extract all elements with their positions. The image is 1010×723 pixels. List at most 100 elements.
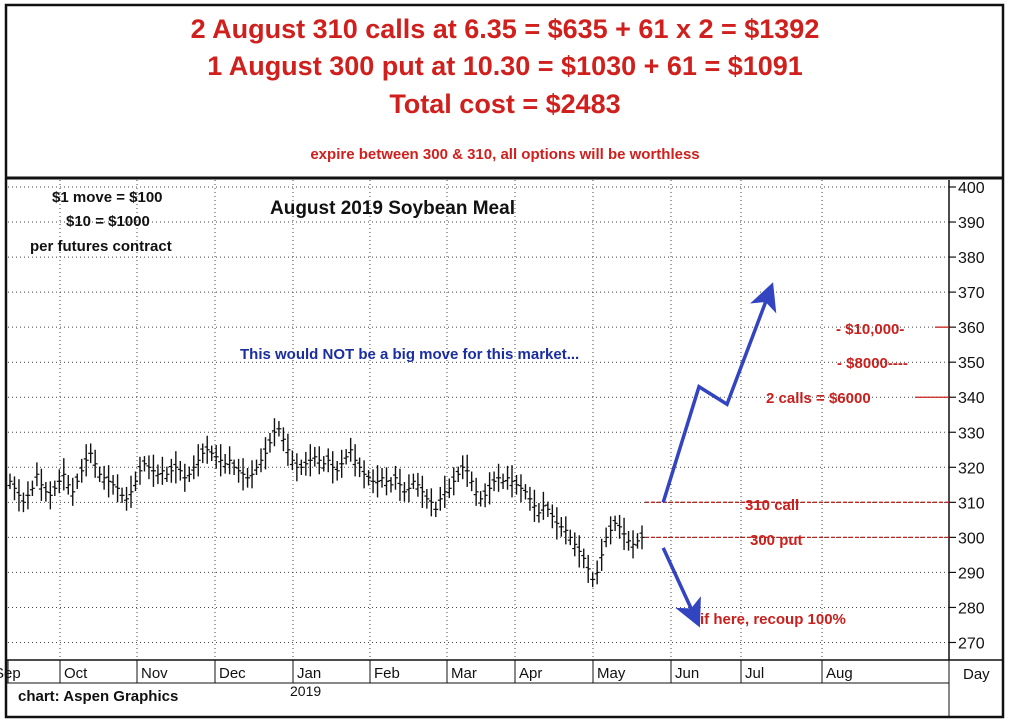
price-bar — [97, 466, 103, 483]
price-bar — [639, 525, 645, 550]
price-bar — [379, 468, 385, 488]
price-bar — [25, 481, 31, 510]
price-bar — [146, 455, 152, 480]
price-bar — [56, 469, 62, 494]
price-bar — [43, 482, 49, 502]
annotation-8000: - $8000---- — [837, 355, 908, 372]
price-bar — [513, 475, 519, 495]
price-bar — [249, 460, 255, 489]
price-bar — [222, 453, 228, 474]
price-bar — [16, 479, 22, 512]
price-bar — [262, 437, 268, 470]
price-bar — [271, 418, 277, 447]
x-tick-jul: Jul — [745, 665, 764, 682]
price-bar — [370, 469, 376, 494]
price-bar — [195, 444, 201, 477]
price-bar — [258, 448, 264, 473]
price-bar — [128, 475, 134, 508]
x-tick-may: May — [597, 665, 626, 682]
price-bar — [101, 465, 107, 490]
year-label: 2019 — [290, 683, 322, 699]
y-tick-280: 280 — [958, 600, 985, 617]
price-bar — [209, 445, 215, 461]
price-bar — [119, 487, 125, 504]
price-bar — [47, 481, 53, 510]
price-bar — [527, 486, 533, 511]
price-bar — [397, 468, 403, 501]
price-bar — [361, 460, 367, 489]
price-bar — [303, 451, 309, 476]
price-bar — [106, 465, 112, 498]
price-bar — [442, 475, 448, 508]
price-bar — [110, 475, 116, 495]
x-tick-jan: Jan — [297, 665, 321, 682]
price-bar — [164, 466, 170, 483]
price-bar — [410, 473, 416, 490]
price-bar — [469, 471, 475, 492]
price-bar — [554, 507, 560, 540]
header-line-total: Total cost = $2483 — [389, 89, 621, 119]
y-tick-labels: 270 280 290 300 310 320 330 340 350 360 370 380 390 4… — [949, 180, 985, 652]
price-bar — [594, 560, 600, 585]
price-bar — [79, 458, 85, 483]
day-label: Day — [963, 666, 990, 683]
y-tick-400: 400 — [958, 180, 985, 197]
price-bar — [531, 489, 537, 522]
price-bar — [567, 529, 573, 546]
price-bar — [572, 532, 578, 557]
price-bar — [392, 465, 398, 490]
x-tick-oct: Oct — [64, 665, 88, 682]
y-tick-300: 300 — [958, 530, 985, 547]
price-bar — [473, 477, 479, 506]
price-bar — [280, 427, 286, 452]
header-line-put: 1 August 300 put at 10.30 = $1030 + 61 =… — [207, 51, 803, 81]
price-bar — [316, 446, 322, 475]
y-tick-270: 270 — [958, 635, 985, 652]
price-bar — [581, 548, 587, 569]
price-bar — [254, 459, 260, 476]
price-bar — [406, 474, 412, 503]
price-bar — [603, 527, 609, 548]
price-bar — [339, 449, 345, 478]
price-bar — [52, 480, 58, 497]
y-tick-330: 330 — [958, 425, 985, 442]
note-move-3: per futures contract — [30, 238, 172, 255]
chart-title: August 2019 Soybean Meal — [270, 198, 515, 219]
projection-arrow-down — [661, 547, 701, 628]
price-bar — [352, 444, 358, 477]
price-bar — [285, 433, 291, 466]
annotation-300-put: 300 put — [750, 532, 803, 549]
y-tick-390: 390 — [958, 215, 985, 232]
price-bar — [585, 554, 591, 583]
big-move-note: This would NOT be a big move for this ma… — [240, 346, 580, 363]
price-bar — [621, 517, 627, 550]
price-bar — [509, 465, 515, 498]
price-bar — [545, 501, 551, 518]
note-move-2: $10 = $1000 — [66, 213, 150, 230]
price-bar — [496, 463, 502, 492]
price-bar — [38, 468, 44, 501]
price-bar — [446, 478, 452, 499]
price-bar — [88, 443, 94, 464]
price-bar — [563, 516, 569, 545]
price-bar — [20, 492, 26, 513]
price-bar — [70, 477, 76, 506]
chart-credit: chart: Aspen Graphics — [18, 688, 179, 705]
price-bar — [487, 472, 493, 505]
price-bar — [240, 458, 246, 491]
price-bar — [608, 516, 614, 545]
annotation-recoup: if here, recoup 100% — [700, 611, 846, 628]
price-bar — [635, 533, 641, 549]
price-bar — [375, 465, 381, 498]
price-bar — [61, 458, 67, 491]
price-bar — [518, 474, 524, 503]
price-bar — [576, 535, 582, 568]
price-bar — [298, 459, 304, 476]
price-bar — [500, 473, 506, 490]
price-bar — [451, 467, 457, 496]
price-bar — [312, 446, 318, 467]
price-bar — [65, 475, 71, 495]
price-bar — [630, 530, 636, 559]
price-bar — [612, 515, 618, 532]
